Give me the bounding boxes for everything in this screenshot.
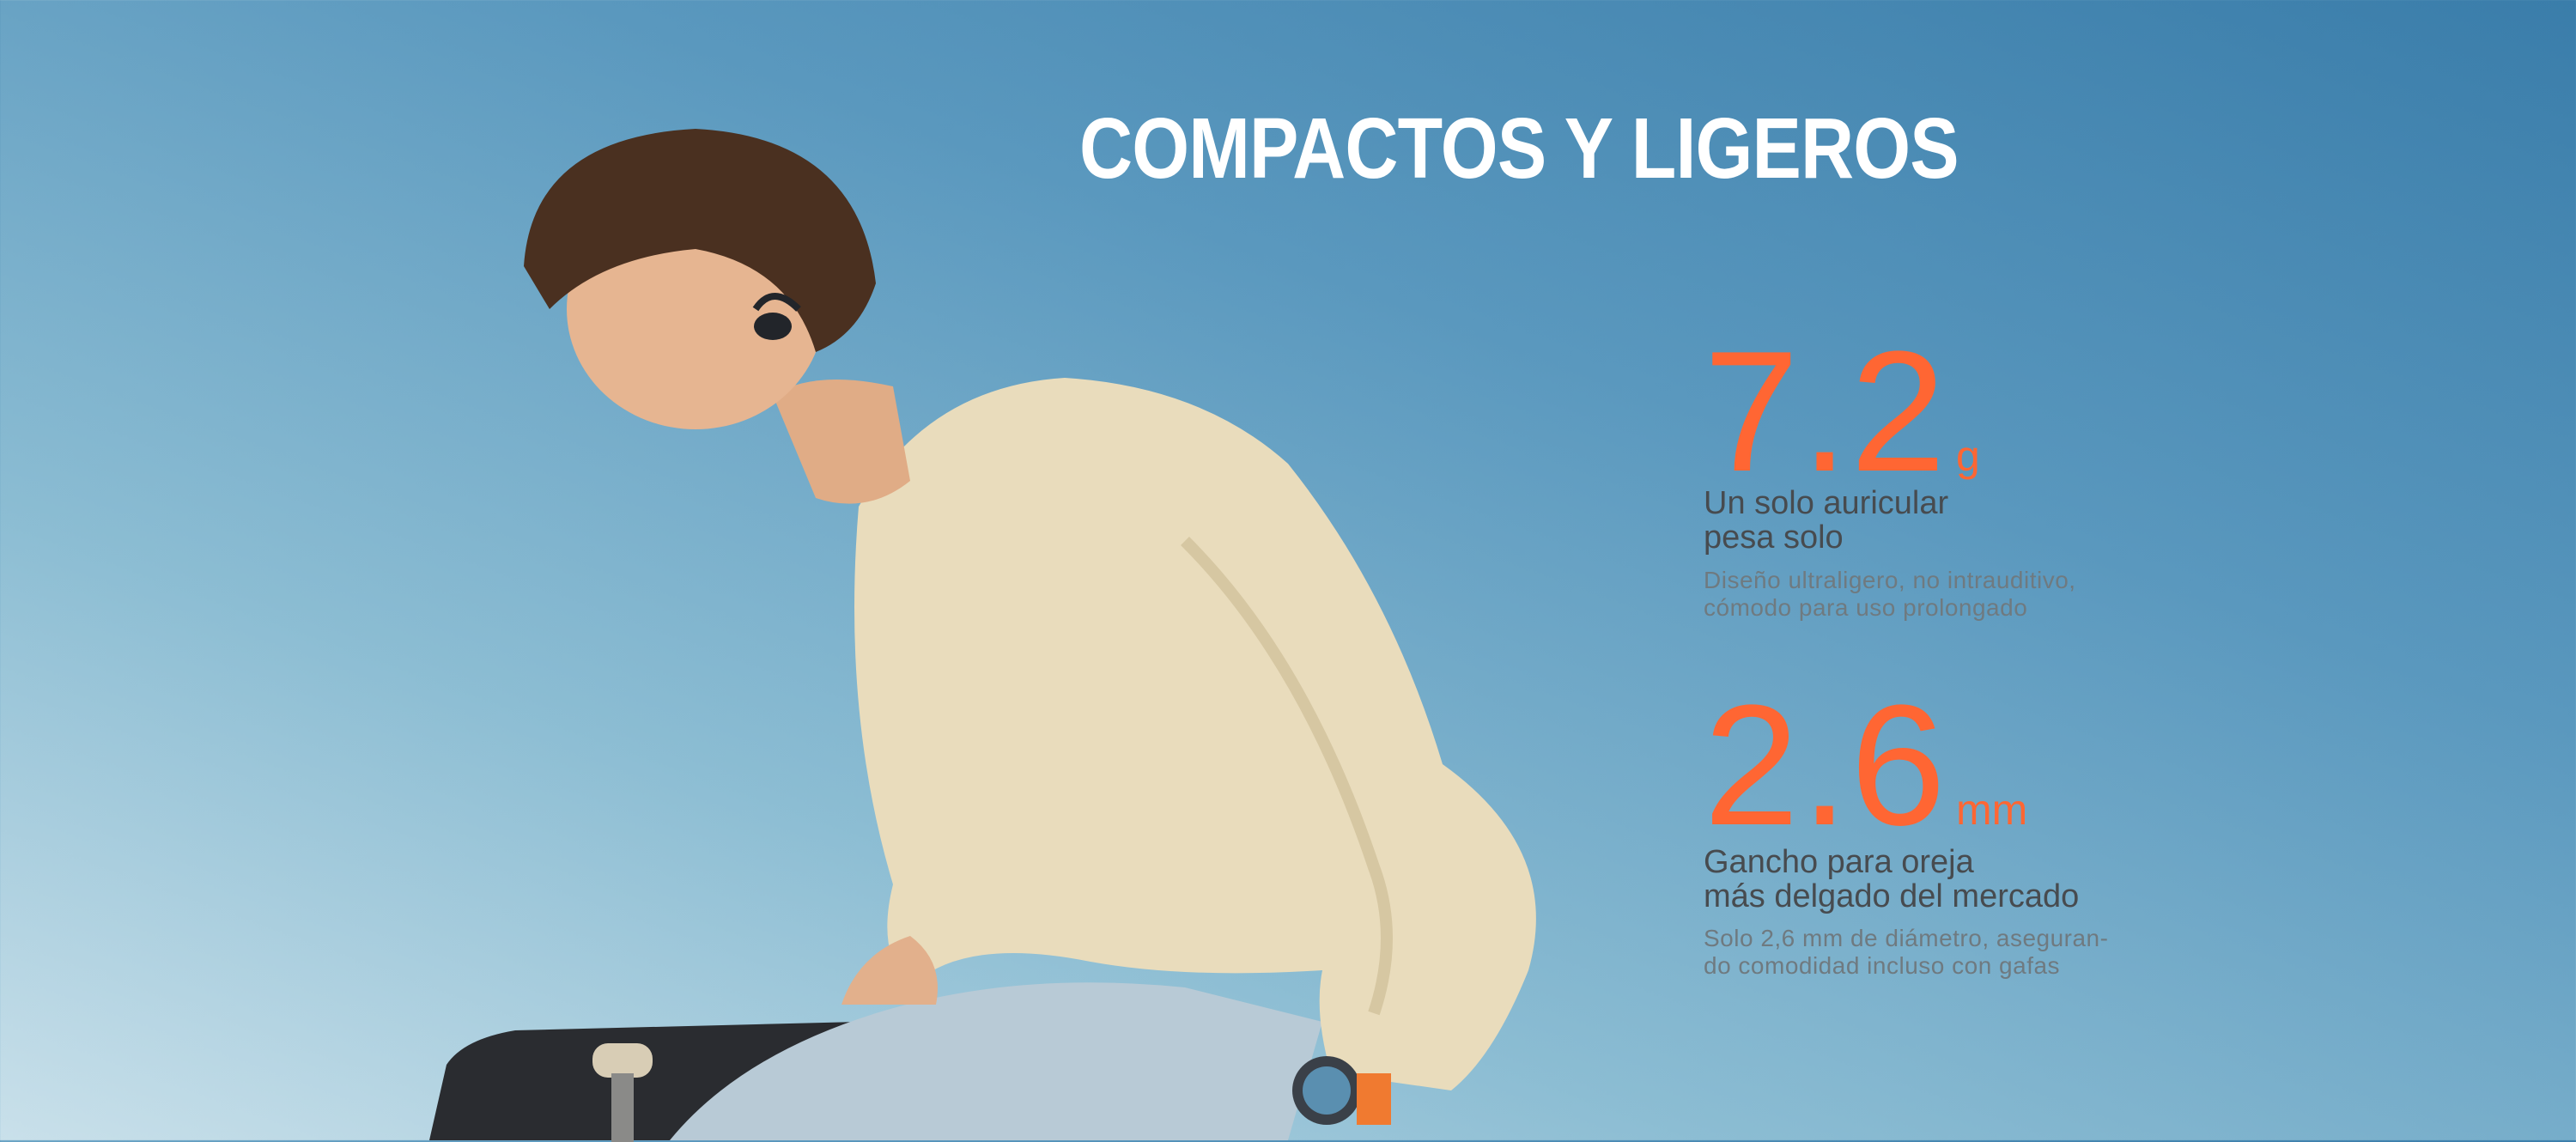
weight-description-line: cómodo para uso prolongado [1704, 594, 2028, 621]
weight-number: 7.2 [1704, 316, 1948, 507]
weight-description: Diseño ultraligero, no intrauditivo, cóm… [1704, 567, 2076, 622]
jeans [670, 982, 1322, 1140]
hook-heading: Gancho para oreja más delgado del mercad… [1704, 845, 2079, 914]
hook-heading-line: Gancho para oreja [1704, 844, 1974, 880]
hair [524, 129, 876, 352]
hook-description-line: Solo 2,6 mm de diámetro, aseguran- [1704, 925, 2109, 951]
hand [841, 936, 938, 1005]
hook-heading-line: más delgado del mercado [1704, 878, 2080, 914]
page-title: COMPACTOS Y LIGEROS [1079, 100, 1959, 197]
weight-value: 7.2 g [1704, 326, 1980, 498]
hook-unit: mm [1956, 786, 2028, 834]
weight-unit: g [1956, 432, 1980, 480]
hook-number: 2.6 [1704, 670, 1948, 861]
earbud [754, 313, 792, 340]
weight-description-line: Diseño ultraligero, no intrauditivo, [1704, 567, 2076, 593]
weight-heading-line: pesa solo [1704, 519, 1844, 556]
hook-value: 2.6 mm [1704, 680, 2027, 852]
weight-heading-line: Un solo auricular [1704, 485, 1949, 521]
skateboard-wheel [592, 1043, 653, 1078]
hook-description-line: do comodidad incluso con gafas [1704, 952, 2061, 979]
weight-heading: Un solo auricular pesa solo [1704, 486, 1948, 555]
hook-description: Solo 2,6 mm de diámetro, aseguran- do co… [1704, 925, 2108, 980]
person-photo [429, 129, 1536, 1142]
sweater [854, 378, 1536, 1090]
